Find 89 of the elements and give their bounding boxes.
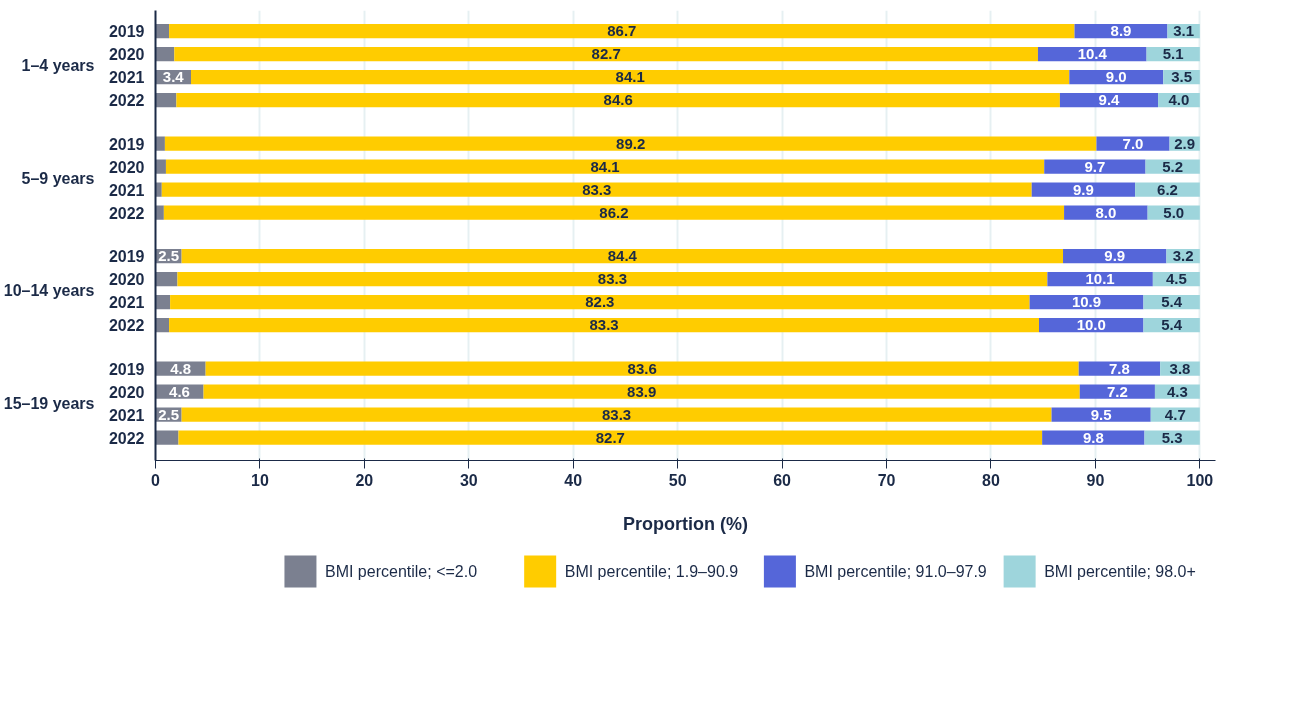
data-label: 9.0 — [1105, 68, 1127, 86]
data-label: 3.8 — [1169, 359, 1191, 377]
legend-label: BMI percentile; 1.9–90.9 — [564, 563, 739, 580]
x-tick-label: 80 — [982, 471, 1000, 489]
y-tick-label: 2021 — [108, 406, 145, 424]
data-label: 8.0 — [1095, 203, 1117, 221]
data-label: 5.2 — [1162, 157, 1184, 175]
data-label: 83.6 — [627, 359, 657, 377]
data-label: 4.0 — [1168, 91, 1190, 109]
y-tick-label: 2022 — [108, 429, 145, 447]
data-label: 9.7 — [1084, 157, 1106, 175]
y-tick-label: 2021 — [108, 294, 145, 312]
y-tick-label: 2019 — [108, 135, 145, 153]
y-tick-label: 2020 — [108, 46, 145, 64]
data-label: 82.3 — [585, 293, 615, 311]
data-label: 83.9 — [627, 382, 657, 400]
data-label: 10.0 — [1076, 316, 1106, 334]
data-label: 89.2 — [616, 134, 646, 152]
data-label: 84.1 — [590, 157, 620, 175]
data-label: 3.1 — [1173, 22, 1195, 40]
x-axis-title: Proportion (%) — [623, 513, 748, 534]
y-tick-label: 2020 — [108, 271, 145, 289]
text: 10–14 years — [3, 282, 95, 300]
data-label: 9.8 — [1082, 428, 1104, 446]
data-label: 10.4 — [1077, 45, 1108, 63]
data-label: 3.2 — [1172, 247, 1194, 265]
x-tick-label: 90 — [1086, 471, 1105, 489]
data-label: 82.7 — [595, 428, 625, 446]
legend-label: BMI percentile; 98.0+ — [1044, 563, 1196, 580]
data-label: 5.1 — [1162, 45, 1184, 63]
y-tick-label: 2022 — [108, 317, 145, 335]
y-tick-label: 2021 — [108, 69, 145, 87]
data-label: 84.1 — [615, 68, 645, 86]
data-label: 7.0 — [1122, 134, 1144, 152]
data-label: 82.7 — [591, 45, 621, 63]
data-label: 3.4 — [162, 68, 185, 86]
y-tick-label: 2021 — [108, 181, 145, 199]
data-label: 83.3 — [597, 270, 627, 288]
data-label: 83.3 — [582, 180, 612, 198]
x-tick-label: 40 — [564, 471, 583, 489]
x-tick-label: 70 — [877, 471, 896, 489]
data-label: 4.7 — [1164, 405, 1186, 423]
x-tick-label: 50 — [668, 471, 687, 489]
x-tick-label: 10 — [251, 471, 269, 489]
data-label: 10.9 — [1071, 293, 1102, 311]
data-label: 86.7 — [607, 22, 637, 40]
data-label: 7.8 — [1109, 359, 1130, 377]
data-label: 9.9 — [1104, 247, 1126, 265]
data-label: 86.2 — [599, 203, 629, 221]
data-label: 5.3 — [1161, 428, 1183, 446]
data-label: 9.4 — [1098, 91, 1121, 109]
text: 1–4 years — [21, 57, 95, 75]
x-tick-label: 30 — [459, 471, 478, 489]
data-label: 83.3 — [601, 405, 632, 423]
data-label: 4.6 — [169, 382, 190, 400]
data-label: 9.9 — [1072, 180, 1094, 198]
data-label: 10.1 — [1085, 270, 1115, 288]
x-tick-label: 100 — [1186, 471, 1214, 489]
y-tick-label: 2020 — [108, 383, 145, 401]
data-label: 83.3 — [589, 316, 619, 334]
data-label: 5.4 — [1161, 293, 1183, 311]
y-tick-label: 2022 — [108, 204, 145, 222]
y-tick-label: 2020 — [108, 158, 145, 176]
data-label: 2.5 — [158, 405, 179, 423]
data-label: 5.0 — [1163, 203, 1185, 221]
y-tick-label: 2019 — [108, 248, 145, 266]
data-label: 5.4 — [1161, 316, 1183, 334]
x-tick-label: 0 — [151, 471, 161, 489]
y-tick-label: 2019 — [108, 23, 145, 41]
x-tick-label: 60 — [773, 471, 792, 489]
data-label: 8.9 — [1110, 22, 1132, 40]
data-label: 4.3 — [1166, 382, 1188, 400]
data-label: 3.5 — [1171, 68, 1192, 86]
data-label: 4.5 — [1165, 270, 1187, 288]
data-label: 2.9 — [1174, 134, 1196, 152]
data-label: 9.5 — [1090, 405, 1112, 423]
x-tick-label: 20 — [355, 471, 374, 489]
legend-label: BMI percentile; <=2.0 — [324, 563, 478, 580]
data-label: 4.8 — [170, 359, 191, 377]
data-label: 84.6 — [603, 91, 633, 109]
data-label: 7.2 — [1106, 382, 1128, 400]
text: 15–19 years — [3, 394, 95, 412]
y-tick-label: 2022 — [108, 92, 145, 110]
legend-label: BMI percentile; 91.0–97.9 — [804, 563, 987, 580]
data-label: 84.4 — [607, 247, 638, 265]
text: 5–9 years — [21, 169, 95, 187]
data-label: 6.2 — [1157, 180, 1178, 198]
y-tick-label: 2019 — [108, 360, 145, 378]
data-label: 2.5 — [158, 247, 179, 265]
